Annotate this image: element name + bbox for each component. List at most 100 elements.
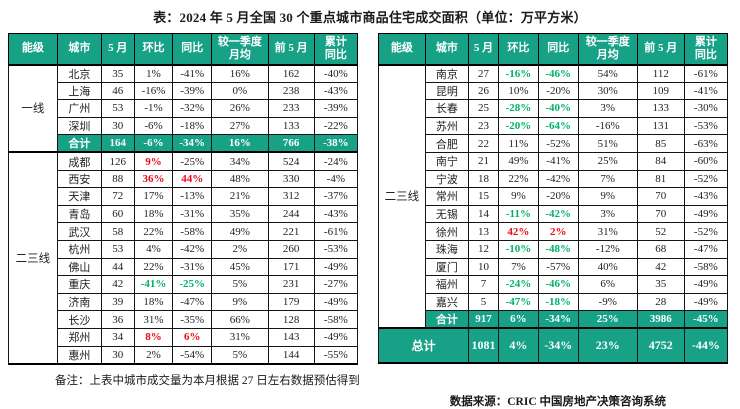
city-cell: 无锡 — [424, 204, 470, 224]
value-cell: 162 — [267, 64, 315, 83]
city-row: 武汉 58 22% -58% 49% 221 -61% — [9, 222, 359, 241]
column-header: 城市 — [424, 33, 470, 66]
city-cell: 珠海 — [424, 239, 470, 259]
value-cell: -52% — [683, 169, 729, 189]
city-row: 天津 72 17% -13% 21% 312 -37% — [9, 187, 359, 206]
value-cell: 231 — [267, 275, 315, 294]
value-cell: 21 — [468, 151, 500, 171]
city-row: 郑州 34 8% 6% 31% 143 -49% — [9, 327, 359, 347]
value-cell: -39% — [172, 81, 213, 101]
city-cell: 常州 — [424, 187, 470, 206]
value-cell: 22% — [133, 257, 174, 277]
value-cell: 31% — [577, 222, 638, 241]
value-cell: -20% — [537, 187, 579, 206]
value-cell: 126 — [100, 151, 135, 171]
value-cell: 133 — [267, 116, 315, 136]
city-cell: 长沙 — [56, 310, 102, 329]
value-cell: 70 — [636, 187, 685, 206]
value-cell: -10% — [498, 239, 539, 259]
city-row: 嘉兴 5 -47% -18% -9% 28 -49% — [379, 292, 729, 312]
city-row: 徐州 13 42% 2% 31% 52 -52% — [379, 222, 729, 241]
value-cell: 18 — [468, 169, 500, 189]
value-cell: -64% — [537, 116, 579, 136]
city-cell: 郑州 — [56, 327, 102, 347]
value-cell: -63% — [683, 134, 729, 153]
value-cell: -6% — [133, 116, 174, 136]
value-cell: 66% — [211, 310, 269, 329]
city-cell: 厦门 — [424, 257, 470, 277]
value-cell: -48% — [537, 239, 579, 259]
value-cell: 14 — [468, 204, 500, 224]
value-cell: 18% — [133, 292, 174, 312]
value-cell: 88 — [100, 169, 135, 189]
city-row: 长春 25 -28% -40% 3% 133 -30% — [379, 99, 729, 118]
city-cell: 济南 — [56, 292, 102, 312]
value-cell: -12% — [577, 239, 638, 259]
value-cell: 31% — [133, 310, 174, 329]
city-row: 南宁 21 49% -41% 25% 84 -60% — [379, 151, 729, 171]
city-row: 二三线 南京 27 -16% -46% 54% 112 -61% — [378, 64, 729, 329]
value-cell: 3986 — [636, 310, 685, 329]
value-cell: 17% — [133, 187, 174, 206]
value-cell: -55% — [313, 345, 359, 365]
value-cell: -41% — [537, 151, 579, 171]
value-cell: 36 — [100, 310, 135, 329]
city-cell: 合肥 — [424, 134, 470, 153]
value-cell: 2% — [133, 345, 174, 365]
column-header: 前 5 月 — [267, 33, 315, 66]
value-cell: -9% — [577, 292, 638, 312]
value-cell: 70 — [636, 204, 685, 224]
table-title: 表：2024 年 5 月全国 30 个重点城市商品住宅成交面积（单位：万平方米） — [153, 10, 587, 25]
value-cell: -4% — [313, 169, 359, 189]
value-cell: -6% — [133, 134, 174, 153]
column-header: 累计 同比 — [313, 33, 359, 66]
value-cell: 12 — [468, 239, 500, 259]
value-cell: 9% — [577, 187, 638, 206]
column-header: 较一季度 月均 — [577, 33, 638, 66]
city-row: 无锡 14 -11% -42% 3% 70 -49% — [379, 204, 729, 224]
total-row: 合计 164 -6% -34% 16% 766 -38% — [9, 134, 359, 153]
column-header: 5 月 — [468, 33, 500, 66]
column-header: 累计 同比 — [683, 33, 729, 66]
value-cell: 23 — [468, 116, 500, 136]
value-cell: 128 — [267, 310, 315, 329]
value-cell: 2% — [211, 239, 269, 259]
value-cell: 35% — [211, 204, 269, 224]
value-cell: 0% — [211, 81, 269, 101]
value-cell: 16% — [211, 134, 269, 153]
value-cell: -18% — [172, 116, 213, 136]
city-row: 长沙 36 31% -35% 66% 128 -58% — [9, 310, 359, 329]
value-cell: -49% — [683, 275, 729, 294]
value-cell: -24% — [498, 275, 539, 294]
city-cell: 天津 — [56, 187, 102, 206]
value-cell: 31% — [211, 327, 269, 347]
value-cell: 26 — [468, 81, 500, 101]
value-cell: 133 — [636, 99, 685, 118]
value-cell: -49% — [313, 257, 359, 277]
city-row: 珠海 12 -10% -48% -12% 68 -47% — [379, 239, 729, 259]
value-cell: 22 — [468, 134, 500, 153]
value-cell: 16% — [211, 64, 269, 83]
value-cell: 53 — [100, 239, 135, 259]
total-label-cell: 合计 — [56, 134, 102, 153]
value-cell: 221 — [267, 222, 315, 241]
city-row: 重庆 42 -41% -25% 5% 231 -27% — [9, 275, 359, 294]
header-row: 能级 城市 5 月环比 同比 较一季度 月均前 5 月累计 同比 — [378, 33, 729, 66]
city-row: 青岛 60 18% -31% 35% 244 -43% — [9, 204, 359, 224]
value-cell: 22% — [133, 222, 174, 241]
city-cell: 昆明 — [424, 81, 470, 101]
city-row: 昆明 26 10% -20% 30% 109 -41% — [379, 81, 729, 101]
value-cell: -13% — [172, 187, 213, 206]
value-cell: 7% — [498, 257, 539, 277]
value-cell: 3% — [577, 204, 638, 224]
value-cell: 9% — [211, 292, 269, 312]
value-cell: -16% — [577, 116, 638, 136]
value-cell: -35% — [172, 310, 213, 329]
value-cell: 84 — [636, 151, 685, 171]
value-cell: 23% — [577, 327, 638, 364]
city-cell: 徐州 — [424, 222, 470, 241]
column-header: 同比 — [537, 33, 579, 66]
value-cell: -34% — [537, 327, 579, 364]
value-cell: 917 — [468, 310, 500, 329]
